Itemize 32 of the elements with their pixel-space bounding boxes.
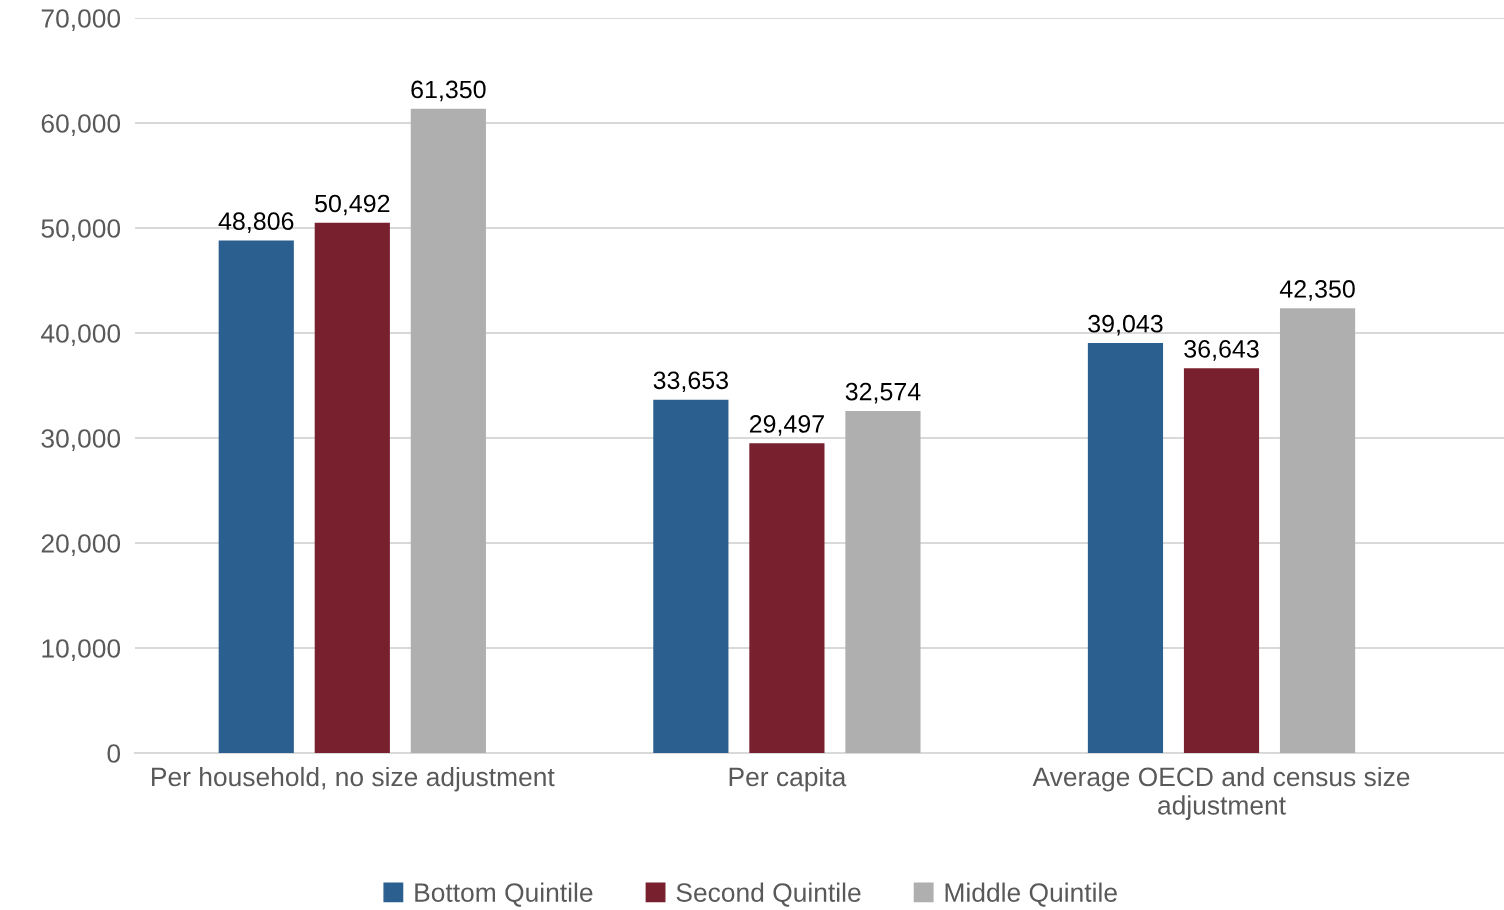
y-tick-label: 70,000 [41, 9, 121, 31]
x-tick-label: Per capita [729, 766, 847, 792]
bar [1087, 343, 1164, 753]
y-tick-label: 20,000 [41, 534, 121, 556]
y-tick-label: 50,000 [41, 219, 121, 241]
bar [218, 240, 294, 753]
data-label: 29,497 [749, 415, 824, 436]
data-label: 61,350 [411, 80, 486, 102]
bar [314, 222, 390, 753]
data-label: 32,574 [845, 382, 921, 404]
y-tick-label: 0 [107, 744, 121, 763]
bar [749, 443, 825, 753]
data-label: 42,350 [1279, 280, 1355, 301]
y-tick-label: 30,000 [41, 429, 121, 451]
bar [653, 399, 729, 753]
bar [1183, 368, 1260, 753]
data-label: 33,653 [653, 371, 728, 393]
legend-label: Bottom Quintile [415, 882, 593, 907]
bar [410, 108, 486, 753]
data-label: 48,806 [218, 212, 294, 233]
x-tick-label: Per household, no size adjustment [152, 766, 555, 792]
y-tick-label: 60,000 [41, 114, 121, 136]
data-label: 36,643 [1184, 340, 1259, 361]
y-tick-label: 40,000 [41, 324, 121, 346]
legend-label: Second Quintile [676, 882, 861, 907]
data-label: 39,043 [1088, 314, 1163, 336]
y-tick-label: 10,000 [42, 639, 121, 661]
legend-label: Middle Quintile [945, 882, 1117, 907]
data-label: 50,492 [315, 194, 390, 216]
x-tick-label: Average OECD and census size adjustment [1032, 766, 1410, 820]
bar [845, 410, 921, 753]
bar [1279, 308, 1356, 753]
